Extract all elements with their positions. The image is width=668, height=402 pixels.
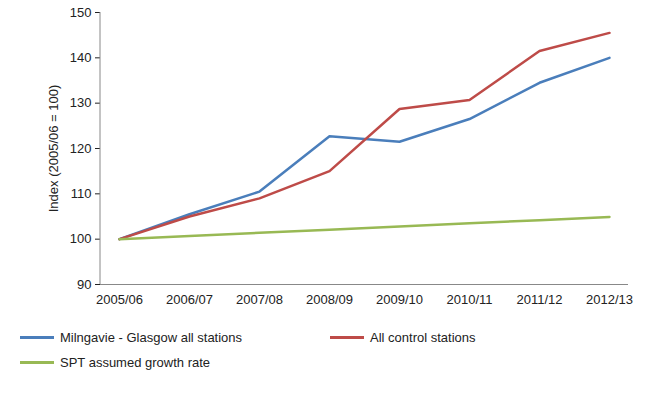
svg-text:2007/08: 2007/08 [236, 292, 283, 307]
svg-text:2009/10: 2009/10 [376, 292, 423, 307]
svg-text:2008/09: 2008/09 [306, 292, 353, 307]
svg-text:2005/06: 2005/06 [96, 292, 143, 307]
svg-text:2010/11: 2010/11 [446, 292, 492, 307]
svg-text:140: 140 [70, 50, 92, 65]
svg-text:2006/07: 2006/07 [166, 292, 213, 307]
html-text:SPT assumed growth rate: SPT assumed growth rate [60, 355, 211, 370]
html-text:Milngavie - Glasgow all statio: Milngavie - Glasgow all stations [60, 330, 243, 345]
svg-text:110: 110 [71, 186, 92, 201]
svg-text:Index (2005/06 = 100): Index (2005/06 = 100) [46, 85, 61, 213]
svg-text:120: 120 [70, 141, 92, 156]
svg-text:90: 90 [77, 277, 91, 292]
svg-text:2011/12: 2011/12 [516, 292, 562, 307]
svg-text:100: 100 [70, 231, 92, 246]
html-text:All control stations: All control stations [370, 330, 476, 345]
svg-text:130: 130 [70, 95, 92, 110]
svg-text:150: 150 [70, 5, 92, 20]
svg-text:2012/13: 2012/13 [586, 292, 633, 307]
